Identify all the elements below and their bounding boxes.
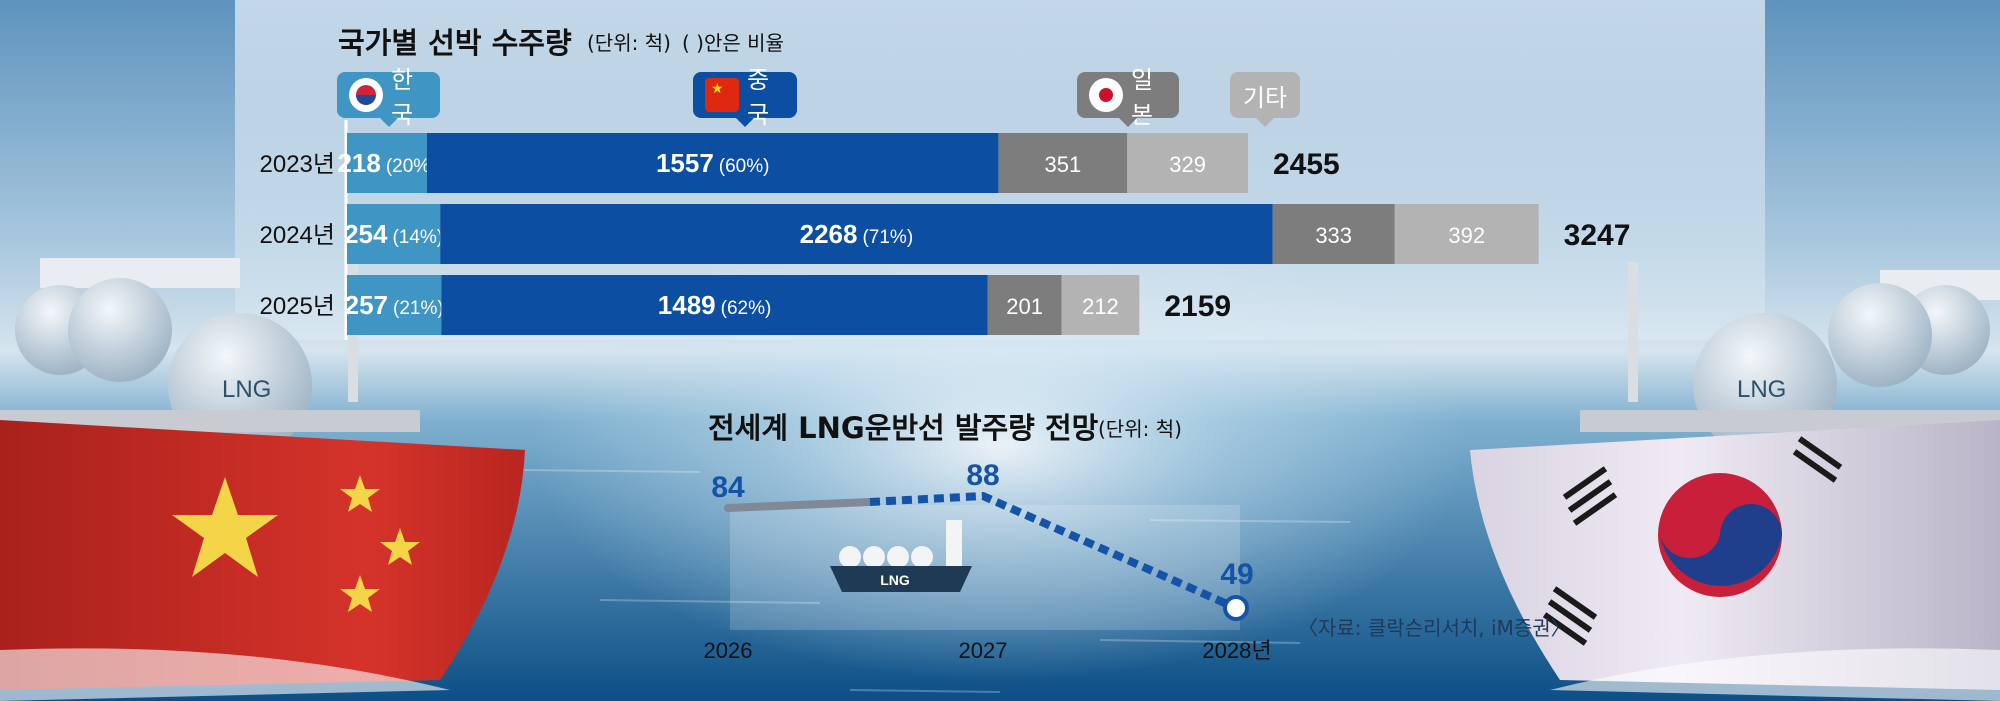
point-value-0: 84 [711,471,745,504]
forecast-chart-unit: (단위: 척) [1098,417,1182,441]
total-label-0: 2455 [1273,148,1340,181]
bar-value-0-1: 254 (14%) [344,219,443,249]
bar-value-1-2: 1489 (62%) [658,290,772,320]
korea-flag-icon [349,78,383,112]
bar-segment-2-0 [998,133,1128,193]
lng-ship-icon: LNG [830,520,972,592]
bar-segment-3-0 [1127,133,1248,193]
legend-china: ★ 중국 [693,66,797,129]
point-value-1: 88 [966,459,999,492]
source-note: 〈자료: 클락슨리서치, iM증권〉 [1298,616,1571,640]
bar-segment-1-0 [427,133,999,193]
ship-icon-label: LNG [880,572,910,588]
bar-value-3-0: 329 [1169,152,1206,177]
bar-segment-2-2 [987,275,1062,335]
bar-segment-0-1 [347,204,441,264]
category-label-2: 2025년 [260,293,335,320]
bar-segment-1-2 [441,275,988,335]
legend-other: 기타 [1230,72,1300,127]
total-label-2: 2159 [1164,290,1231,323]
forecast-chart-title: 전세계 LNG운반선 발주량 전망 [708,411,1099,445]
bar-segment-2-1 [1272,204,1395,264]
bar-value-3-1: 392 [1448,223,1485,248]
bar-segment-0-2 [347,275,442,335]
bar-value-0-2: 257 (21%) [345,290,444,320]
left-ship: LNG [0,258,525,701]
category-label-1: 2024년 [260,222,335,249]
forecast-end-point [1223,595,1249,621]
legend-korea: 한국 [337,66,440,129]
stacked-chart-unit: (단위: 척) [587,31,671,55]
x-tick-1: 2027 [959,638,1008,663]
hull-label-right: LNG [1737,376,1786,403]
bar-segment-1-1 [440,204,1273,264]
total-label-1: 3247 [1564,219,1631,252]
bar-value-3-2: 212 [1082,294,1119,319]
hull-label-left: LNG [222,376,271,403]
bar-value-2-1: 333 [1315,223,1352,248]
line-segment-solid [724,498,874,512]
china-flag-icon: ★ [705,78,739,112]
category-label-0: 2023년 [260,151,335,178]
bar-value-2-2: 201 [1006,294,1043,319]
bar-value-2-0: 351 [1044,152,1081,177]
bar-segment-0-0 [347,133,428,193]
x-tick-2: 2028년 [1202,638,1271,663]
legend-other-label: 기타 [1242,83,1288,112]
bar-segment-3-1 [1394,204,1539,264]
legend-japan: 일본 [1077,66,1179,129]
point-value-2: 49 [1220,558,1253,591]
line-segment-forecast [869,491,1238,612]
x-tick-0: 2026 [704,638,753,663]
bar-value-0-0: 218 (20%) [337,148,436,178]
japan-flag-icon [1089,78,1123,112]
stacked-chart-title: 국가별 선박 수주량 [338,26,572,60]
bar-value-1-0: 1557 (60%) [656,148,770,178]
bar-segment-3-2 [1061,275,1140,335]
bar-value-1-1: 2268 (71%) [800,219,914,249]
right-ship: LNG [1470,262,2000,701]
stacked-chart-note: ( )안은 비율 [682,31,784,55]
